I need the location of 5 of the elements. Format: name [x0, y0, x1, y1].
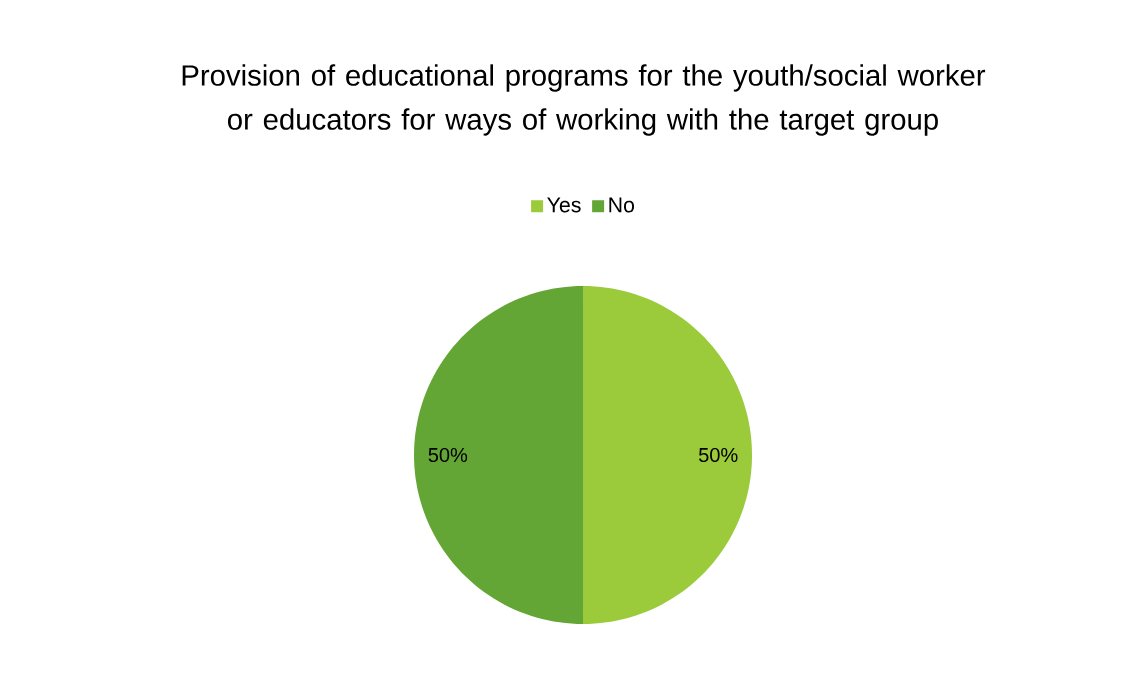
chart-title: Provision of educational programs for the youth/social worker or educators for ways of working with the target group	[182, 64, 986, 136]
legend-label: No	[609, 197, 635, 213]
data-label: 50%	[698, 447, 738, 463]
legend-label: Yes	[547, 197, 581, 213]
data-label: 50%	[428, 447, 468, 463]
